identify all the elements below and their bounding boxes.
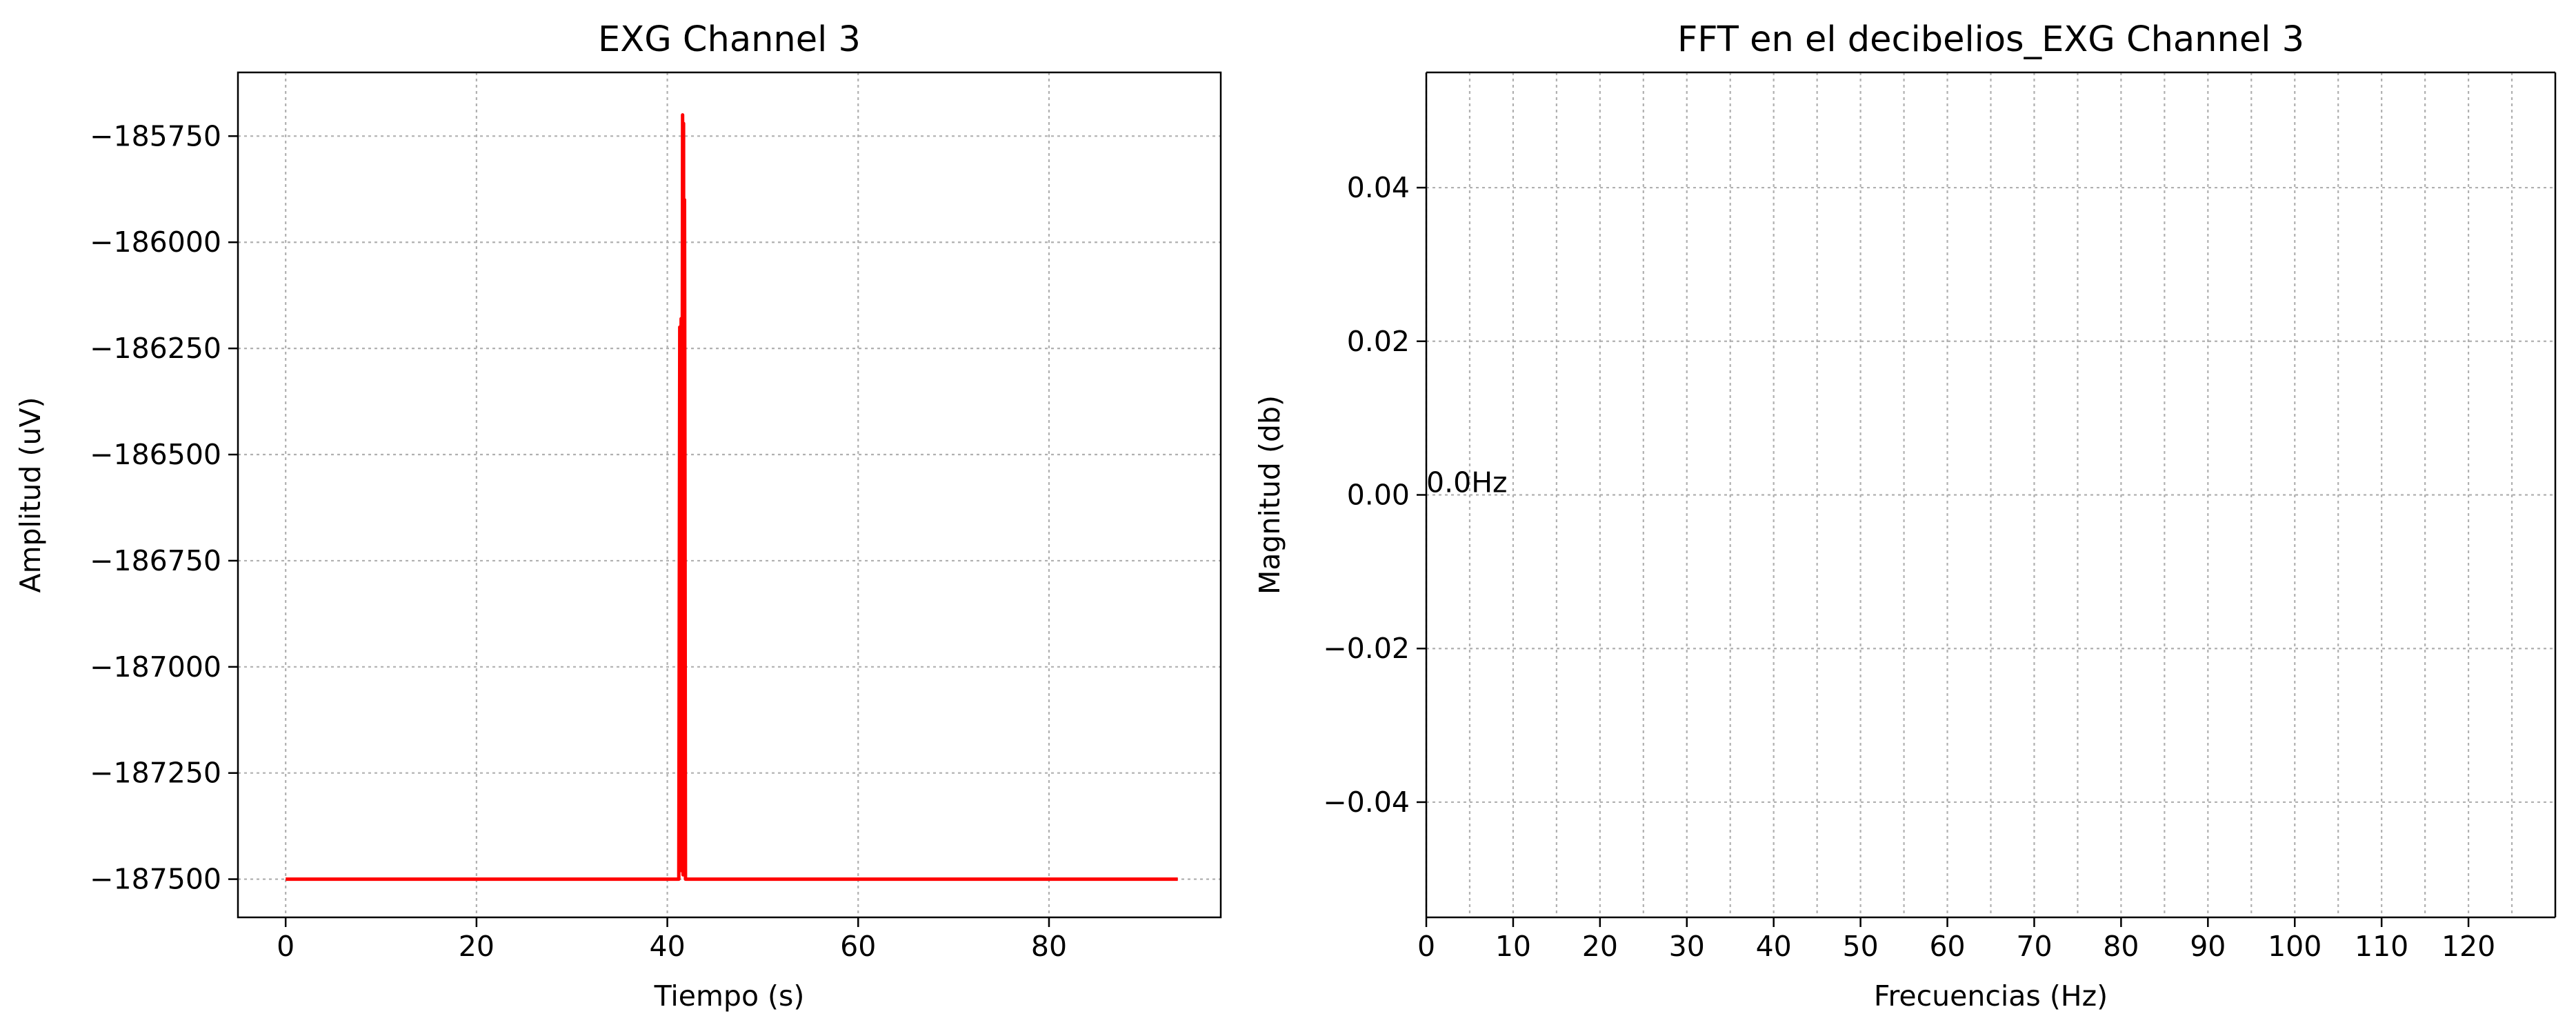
tick-layer: 0 20 40 60 80 −185750 −186000 −186250 −186500 −18… bbox=[90, 119, 1067, 963]
annotation-label: 0.0Hz bbox=[1426, 466, 1508, 499]
y-tick-label: −0.04 bbox=[1323, 786, 1410, 819]
x-tick-label: 50 bbox=[1843, 930, 1879, 963]
chart-title: FFT en el decibelios_EXG Channel 3 bbox=[1677, 19, 2304, 60]
chart-exg-channel-3: EXG Channel 3 Tiempo (s) Amplitud (uV) 0… bbox=[14, 19, 1222, 1013]
y-tick-label: −186000 bbox=[90, 226, 221, 259]
x-tick-label: 20 bbox=[459, 930, 495, 963]
y-tick-label: −187000 bbox=[90, 650, 221, 684]
chart-fft: FFT en el decibelios_EXG Channel 3 Frecu… bbox=[1253, 19, 2557, 1013]
x-tick-label: 80 bbox=[2103, 930, 2139, 963]
y-tick-label: −186500 bbox=[90, 438, 221, 471]
y-tick-label: −0.02 bbox=[1323, 632, 1410, 665]
x-tick-label: 10 bbox=[1495, 930, 1531, 963]
grid bbox=[1425, 72, 2555, 917]
x-tick-label: 90 bbox=[2190, 930, 2226, 963]
x-tick-label: 40 bbox=[1756, 930, 1792, 963]
x-tick-label: 120 bbox=[2442, 930, 2495, 963]
x-tick-label: 30 bbox=[1669, 930, 1705, 963]
plot-spines bbox=[1425, 71, 2557, 919]
y-tick-label: −186250 bbox=[90, 332, 221, 365]
y-tick-label: −187250 bbox=[90, 757, 221, 790]
x-tick-label: 100 bbox=[2268, 930, 2322, 963]
tick-layer: 0 10 20 30 40 50 60 70 80 90 100 110 120 0.04 0.02 0.00… bbox=[1323, 171, 2495, 963]
x-tick-label: 60 bbox=[840, 930, 876, 963]
series-line bbox=[286, 113, 1178, 881]
x-tick-label: 110 bbox=[2355, 930, 2408, 963]
x-tick-label: 40 bbox=[649, 930, 685, 963]
annotation-layer: 0.0Hz bbox=[1426, 466, 1508, 499]
plot-frame bbox=[237, 71, 1222, 919]
x-tick-label: 0 bbox=[1417, 930, 1435, 963]
y-tick-label: −187500 bbox=[90, 863, 221, 896]
grid bbox=[238, 72, 1221, 917]
y-axis-label: Amplitud (uV) bbox=[14, 397, 47, 593]
y-tick-label: 0.00 bbox=[1347, 479, 1410, 512]
y-axis-label: Magnitud (db) bbox=[1253, 395, 1286, 595]
x-tick-label: 80 bbox=[1031, 930, 1067, 963]
x-tick-label: 70 bbox=[2016, 930, 2052, 963]
y-tick-label: −186750 bbox=[90, 544, 221, 577]
x-tick-label: 20 bbox=[1582, 930, 1618, 963]
x-axis-label: Tiempo (s) bbox=[654, 979, 805, 1013]
x-tick-label: 0 bbox=[277, 930, 294, 963]
x-axis-label: Frecuencias (Hz) bbox=[1874, 979, 2108, 1013]
y-tick-label: 0.04 bbox=[1347, 171, 1410, 204]
x-tick-label: 60 bbox=[1929, 930, 1965, 963]
y-tick-label: 0.02 bbox=[1347, 325, 1410, 358]
series-layer bbox=[286, 113, 1178, 881]
chart-title: EXG Channel 3 bbox=[598, 19, 861, 60]
y-tick-label: −185750 bbox=[90, 119, 221, 152]
